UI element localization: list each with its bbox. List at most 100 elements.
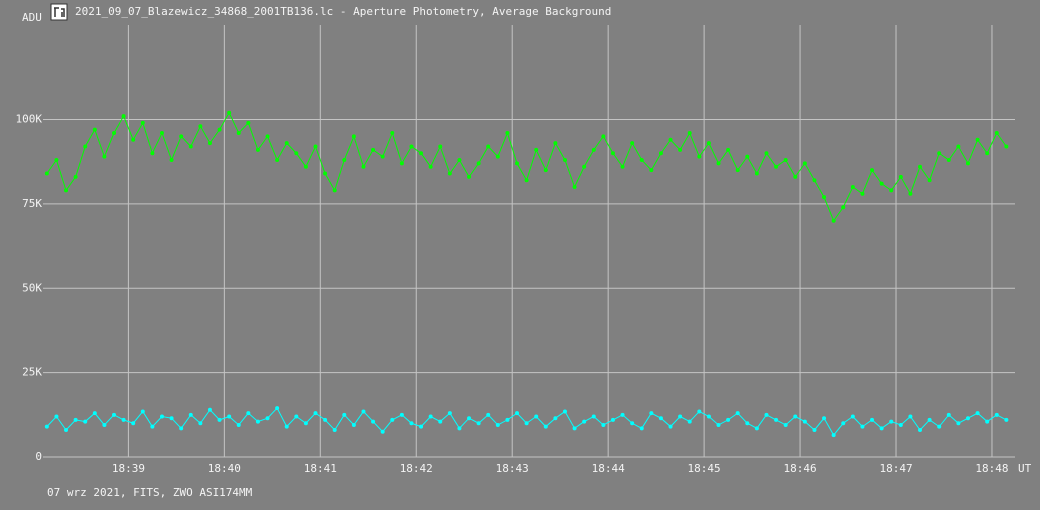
data-point — [562, 158, 567, 162]
x-tick-label: 18:45 — [688, 462, 721, 475]
data-point — [380, 154, 385, 159]
data-point — [217, 127, 222, 132]
data-point — [92, 127, 97, 132]
data-point — [102, 154, 107, 159]
x-tick-label: 18:44 — [592, 462, 625, 475]
data-point — [361, 164, 366, 169]
data-point — [323, 417, 328, 422]
data-point — [918, 428, 923, 432]
data-point — [764, 151, 769, 156]
data-point — [620, 164, 625, 169]
data-point — [284, 424, 289, 429]
data-point — [754, 171, 759, 176]
data-point — [121, 417, 126, 422]
data-point — [802, 419, 807, 424]
data-point — [121, 114, 126, 119]
data-point — [726, 417, 731, 422]
data-point — [716, 161, 721, 166]
x-tick-label: 18:41 — [304, 462, 337, 475]
data-point — [630, 141, 635, 146]
data-point — [515, 161, 520, 166]
data-point — [543, 424, 548, 429]
data-point — [774, 164, 779, 169]
data-point — [850, 185, 855, 189]
data-point — [236, 131, 241, 135]
data-point — [64, 188, 69, 193]
data-point — [92, 411, 97, 416]
data-point — [630, 421, 635, 426]
data-point — [956, 421, 961, 426]
data-point — [438, 144, 443, 149]
app-icon — [50, 3, 68, 21]
data-point — [687, 419, 692, 424]
data-point — [985, 151, 990, 156]
data-point — [687, 131, 692, 135]
data-point — [879, 181, 884, 186]
x-tick-label: 18:48 — [975, 462, 1008, 475]
data-point — [150, 151, 155, 156]
data-point — [457, 426, 462, 431]
data-point — [937, 151, 942, 156]
data-point — [965, 161, 970, 166]
data-point — [649, 168, 654, 173]
data-point — [198, 421, 203, 426]
data-point — [937, 424, 942, 429]
data-point — [332, 428, 337, 432]
data-point — [879, 426, 884, 431]
y-tick-label: 0 — [35, 450, 42, 463]
data-point — [841, 205, 846, 210]
data-point — [284, 141, 289, 146]
data-point — [246, 411, 251, 416]
data-point — [716, 422, 721, 427]
series — [44, 110, 1009, 223]
data-point — [207, 407, 212, 412]
data-point — [831, 433, 836, 438]
data-point — [447, 411, 452, 416]
data-point — [735, 411, 740, 416]
data-point — [850, 414, 855, 419]
data-point — [303, 164, 308, 169]
data-point — [620, 412, 625, 417]
data-point — [294, 414, 299, 419]
data-point — [591, 414, 596, 419]
data-point — [428, 414, 433, 419]
data-point — [918, 164, 923, 169]
x-tick-label: 18:39 — [112, 462, 145, 475]
data-point — [207, 141, 212, 146]
data-point — [399, 161, 404, 166]
data-point — [668, 137, 673, 142]
x-tick-label: 18:40 — [208, 462, 241, 475]
data-point — [870, 417, 875, 422]
data-point — [726, 147, 731, 152]
data-point — [457, 158, 462, 162]
data-point — [946, 412, 951, 417]
data-point — [342, 412, 347, 417]
data-point — [371, 419, 376, 424]
data-point — [639, 426, 644, 431]
data-point — [351, 422, 356, 427]
data-point — [524, 421, 529, 426]
data-point — [601, 134, 606, 139]
data-point — [735, 168, 740, 173]
data-point — [371, 147, 376, 152]
data-point — [313, 411, 318, 416]
data-point — [169, 158, 174, 162]
data-point — [361, 409, 366, 414]
data-point — [294, 151, 299, 156]
data-point — [639, 158, 644, 162]
data-point — [217, 417, 222, 422]
data-point — [188, 144, 193, 149]
data-point — [572, 426, 577, 431]
data-point — [562, 409, 567, 414]
y-tick-label: 25K — [22, 366, 42, 379]
data-point — [102, 422, 107, 427]
data-point — [697, 409, 702, 414]
data-point — [83, 144, 88, 149]
data-point — [227, 414, 232, 419]
data-point — [54, 158, 59, 162]
data-point — [486, 412, 491, 417]
y-tick-label: 50K — [22, 281, 42, 294]
data-point — [985, 419, 990, 424]
data-point — [534, 147, 539, 152]
data-point — [870, 168, 875, 173]
